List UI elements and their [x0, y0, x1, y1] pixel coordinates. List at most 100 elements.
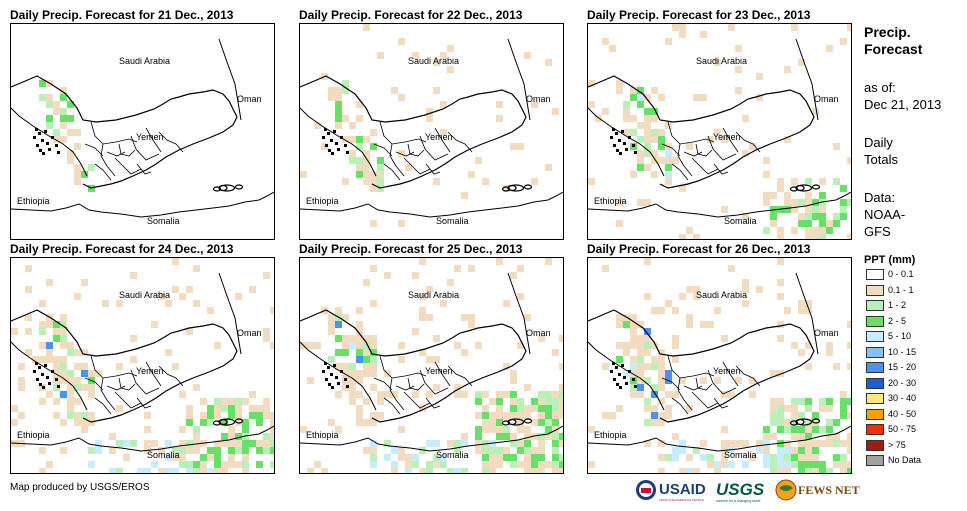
precip-cell [805, 363, 812, 370]
precip-cell [242, 398, 249, 405]
precip-cell [700, 454, 707, 461]
coastline-africa [11, 425, 274, 452]
saudi-oman-border [507, 272, 531, 355]
precip-cell [172, 468, 179, 473]
precip-cell [763, 440, 770, 447]
precip-cell [74, 363, 81, 370]
precip-cell [665, 412, 672, 419]
precip-cell [342, 80, 349, 87]
precip-cell [172, 286, 179, 293]
legend-swatch [866, 439, 884, 451]
island-dot [610, 136, 613, 139]
precip-cell [510, 405, 517, 412]
island-dot [335, 376, 338, 379]
precip-cell [482, 405, 489, 412]
precip-cell [693, 293, 700, 300]
precip-cell [475, 447, 482, 454]
precip-cell [623, 321, 630, 328]
district-boundary [118, 377, 136, 391]
island-dot [346, 151, 349, 154]
precip-cell [644, 115, 651, 122]
precip-cell [433, 335, 440, 342]
legend-ppt-title: PPT (mm) [864, 254, 916, 266]
precip-cell [46, 356, 53, 363]
precip-cell [39, 398, 46, 405]
coastline-africa [588, 425, 851, 452]
precip-cell [630, 335, 637, 342]
precip-cell [405, 164, 412, 171]
precip-cell [363, 171, 370, 178]
precip-cell [609, 412, 616, 419]
island-dot [632, 144, 635, 147]
precip-cell [363, 279, 370, 286]
precip-cell [496, 433, 503, 440]
precip-cell [193, 300, 200, 307]
precip-cell [461, 349, 468, 356]
footer-credit: Map produced by USGS/EROS [10, 482, 150, 493]
usaid-seal-icon [636, 480, 656, 500]
island-dot [610, 370, 613, 373]
precip-cell [552, 405, 559, 412]
map-panel-3: Saudi Arabia Oman Yemen Ethiopia Somalia [587, 23, 852, 240]
legend-swatch [866, 424, 884, 436]
precip-cell [200, 468, 207, 473]
precip-cell [356, 307, 363, 314]
precip-cell [228, 412, 235, 419]
precip-cell [356, 164, 363, 171]
precip-cell [256, 412, 263, 419]
precip-cell [88, 412, 95, 419]
precip-cell [763, 157, 770, 164]
precip-cell [342, 115, 349, 122]
precip-cell [60, 447, 67, 454]
precip-cell [419, 447, 426, 454]
precip-cell [53, 370, 60, 377]
district-boundary [434, 127, 451, 153]
precip-cell [433, 384, 440, 391]
precip-cell [630, 171, 637, 178]
precip-cell [798, 59, 805, 66]
precip-cell [186, 447, 193, 454]
precip-cell [426, 461, 433, 468]
precip-cell [637, 363, 644, 370]
yemen-border [588, 75, 815, 189]
precip-cell [616, 314, 623, 321]
legend-item: 2 - 5 [866, 316, 906, 327]
legend-swatch [866, 269, 884, 281]
precip-cell [798, 349, 805, 356]
precip-cell [798, 461, 805, 468]
precip-cell [559, 433, 563, 440]
precip-cell [672, 335, 679, 342]
precip-cell [545, 164, 552, 171]
precip-cell [517, 419, 524, 426]
legend-label: 50 - 75 [888, 424, 917, 434]
island [507, 418, 517, 426]
precip-cell [60, 363, 67, 370]
precip-cell [784, 66, 791, 73]
precip-cell [489, 454, 496, 461]
precip-cell [242, 447, 249, 454]
precip-cell [538, 468, 545, 473]
island-dot [616, 383, 619, 386]
precip-cell [728, 440, 735, 447]
precip-cell [545, 426, 552, 433]
precip-cell [749, 377, 756, 384]
precip-cell [158, 468, 165, 473]
precip-cell [433, 59, 440, 66]
precip-cell [798, 433, 805, 440]
precip-cell [363, 342, 370, 349]
precip-cell [496, 391, 503, 398]
precip-cell [644, 150, 651, 157]
map-label-ethiopia: Ethiopia [306, 196, 339, 206]
precip-cell [784, 419, 791, 426]
precip-cell [144, 468, 151, 473]
island-dot [616, 149, 619, 152]
precip-cell [847, 440, 851, 447]
precip-cell [637, 150, 644, 157]
district-boundary [661, 377, 681, 391]
precip-cell [833, 461, 840, 468]
precip-cell [172, 258, 179, 265]
precip-cell [602, 265, 609, 272]
precip-cell [342, 335, 349, 342]
precip-cell [228, 447, 235, 454]
district-boundary [158, 365, 184, 387]
